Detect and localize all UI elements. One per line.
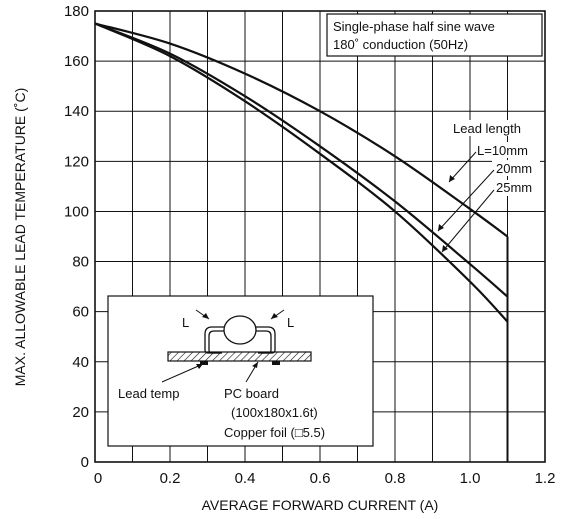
- series-label-25mm: 25mm: [496, 180, 532, 195]
- copper-foil-size: 5.5): [303, 425, 325, 440]
- leader-10mm: [448, 151, 477, 183]
- y-tick-labels: 0 20 40 60 80 100 120 140 160 180: [64, 3, 89, 471]
- solder-pad-right: [272, 361, 280, 365]
- lead-temp-label: Lead temp: [118, 386, 179, 401]
- x-tick-labels: 0 0.2 0.4 0.6 0.8 1.0 1.2: [94, 470, 556, 487]
- y-tick-label: 60: [72, 304, 89, 321]
- pc-board: [167, 351, 312, 362]
- x-tick-label: 0.6: [310, 470, 331, 487]
- y-tick-label: 80: [72, 254, 89, 271]
- solder-pad-left: [200, 361, 208, 365]
- series-line-1: [94, 22, 509, 238]
- dimension-label-left: L: [182, 315, 189, 330]
- series-lines: [94, 22, 509, 323]
- lead-wire-left: [204, 326, 228, 354]
- pc-board-dimensions: (100x180x1.6t): [231, 405, 318, 420]
- x-tick-label: 1.2: [535, 470, 556, 487]
- y-tick-label: 100: [64, 203, 89, 220]
- x-axis-title: AVERAGE FORWARD CURRENT (A): [202, 497, 439, 513]
- y-tick-label: 120: [64, 153, 89, 170]
- lead-length-label: Lead length: [453, 121, 521, 136]
- y-tick-label: 40: [72, 354, 89, 371]
- y-tick-label: 140: [64, 103, 89, 120]
- copper-foil-text: Copper foil (: [224, 425, 295, 440]
- conditions-box: Single-phase half sine wave 180˚ conduct…: [326, 13, 543, 57]
- y-tick-label: 0: [81, 454, 89, 471]
- copper-foil-label: Copper foil (□5.5): [224, 425, 325, 440]
- inset-diagram: L L Lead temp PC board (100x180x1.6t) Co…: [107, 295, 374, 447]
- lead-length-annotation: Lead length L=10mm 20mm 25mm: [437, 120, 540, 253]
- x-tick-label: 0: [94, 470, 102, 487]
- pc-board-label: PC board: [224, 386, 279, 401]
- square-icon: □: [295, 425, 303, 440]
- x-tick-label: 0.2: [160, 470, 181, 487]
- plot-frame: [94, 10, 546, 463]
- lead-wire-right-inner: [252, 330, 272, 354]
- dimension-label-right: L: [287, 315, 294, 330]
- lead-wire-right: [252, 326, 276, 354]
- diode-body: [223, 315, 257, 345]
- lead-temp-pointer: [161, 363, 204, 383]
- y-axis-title: MAX. ALLOWABLE LEAD TEMPERATURE (˚C): [12, 88, 28, 386]
- series-label-10mm: L=10mm: [477, 143, 528, 158]
- series-line-2: [94, 22, 509, 298]
- leader-20mm: [437, 169, 495, 232]
- x-tick-label: 0.4: [235, 470, 256, 487]
- conditions-line-2: 180˚ conduction (50Hz): [333, 37, 468, 52]
- y-tick-label: 20: [72, 404, 89, 421]
- series-line-3: [94, 22, 509, 323]
- x-tick-label: 1.0: [460, 470, 481, 487]
- conditions-line-1: Single-phase half sine wave: [333, 19, 495, 34]
- lead-wire-left-inner: [208, 330, 228, 354]
- leader-25mm: [441, 189, 495, 253]
- y-tick-label: 160: [64, 53, 89, 70]
- series-label-20mm: 20mm: [496, 161, 532, 176]
- x-tick-label: 0.8: [385, 470, 406, 487]
- y-tick-label: 180: [64, 3, 89, 20]
